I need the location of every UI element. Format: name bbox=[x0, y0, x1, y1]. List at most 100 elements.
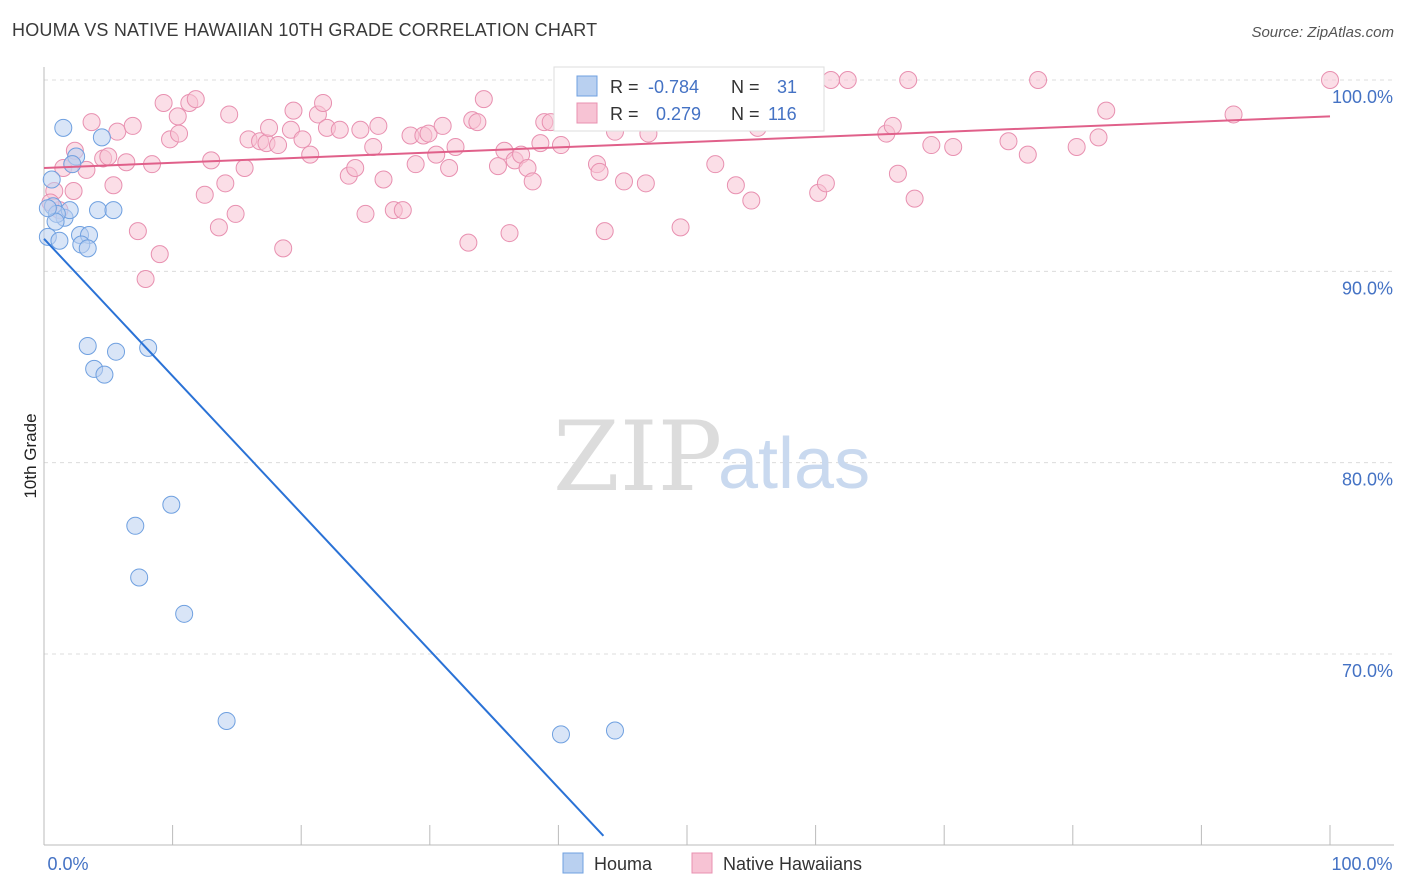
data-point bbox=[459, 233, 478, 252]
data-point bbox=[154, 93, 173, 112]
data-point bbox=[1067, 137, 1086, 156]
trend-line-houma bbox=[43, 238, 605, 837]
data-point bbox=[822, 71, 841, 89]
data-point bbox=[123, 116, 142, 135]
x-tick-label: 0.0% bbox=[47, 854, 88, 874]
data-point bbox=[38, 199, 57, 218]
data-point bbox=[150, 245, 169, 264]
data-point bbox=[168, 107, 187, 126]
data-point bbox=[433, 116, 452, 135]
data-point bbox=[351, 120, 370, 139]
data-point bbox=[226, 204, 245, 223]
stats-r-value-houma: -0.784 bbox=[648, 77, 699, 97]
chart-title: HOUMA VS NATIVE HAWAIIAN 10TH GRADE CORR… bbox=[12, 20, 598, 40]
data-point bbox=[104, 176, 123, 195]
data-point bbox=[63, 155, 82, 174]
data-point bbox=[899, 71, 918, 89]
data-point bbox=[944, 137, 963, 156]
data-point bbox=[922, 136, 941, 155]
x-tick-label: 100.0% bbox=[1331, 854, 1392, 874]
data-point bbox=[369, 116, 388, 135]
y-tick-label: 90.0% bbox=[1342, 278, 1393, 298]
legend-swatch-native-hawaiians bbox=[691, 852, 713, 874]
data-point bbox=[99, 147, 118, 166]
data-point bbox=[605, 721, 624, 740]
data-point bbox=[89, 201, 108, 220]
stats-swatch-houma bbox=[576, 75, 598, 97]
data-point bbox=[346, 159, 365, 178]
data-point bbox=[883, 116, 902, 135]
data-point bbox=[117, 153, 136, 172]
data-point bbox=[551, 136, 570, 155]
data-point bbox=[108, 122, 127, 141]
data-point bbox=[216, 174, 235, 193]
data-point bbox=[905, 189, 924, 208]
data-point bbox=[488, 157, 507, 176]
legend-label-houma: Houma bbox=[594, 854, 653, 874]
stats-r-value-native-hawaiians: 0.279 bbox=[656, 104, 701, 124]
data-point bbox=[54, 118, 73, 137]
data-point bbox=[281, 120, 300, 139]
data-point bbox=[175, 604, 194, 623]
watermark-atlas: atlas bbox=[718, 424, 870, 504]
y-axis-labels: 100.0% 90.0% 80.0% 70.0% bbox=[1332, 87, 1393, 681]
stats-n-value-houma: 31 bbox=[777, 77, 797, 97]
data-point bbox=[104, 201, 123, 220]
data-point bbox=[64, 181, 83, 200]
data-point bbox=[356, 204, 375, 223]
stats-n-label-houma: N = bbox=[731, 77, 760, 97]
data-point bbox=[82, 113, 101, 132]
trend-line-native-hawaiians bbox=[43, 115, 1331, 170]
data-point bbox=[46, 212, 65, 231]
stats-swatch-native-hawaiians bbox=[576, 102, 598, 124]
data-point bbox=[726, 176, 745, 195]
data-point bbox=[162, 495, 181, 514]
data-point bbox=[217, 711, 236, 730]
data-point bbox=[406, 155, 425, 174]
data-point bbox=[139, 338, 158, 357]
trend-lines bbox=[43, 115, 1331, 837]
data-point bbox=[1224, 105, 1243, 124]
data-point bbox=[636, 174, 655, 193]
data-point bbox=[419, 124, 438, 143]
x-axis-labels: 0.0% 100.0% bbox=[47, 854, 1392, 874]
stats-n-value-native-hawaiians: 116 bbox=[768, 104, 797, 124]
data-point bbox=[1089, 128, 1108, 147]
data-point bbox=[393, 201, 412, 220]
data-point bbox=[999, 132, 1018, 151]
y-tick-label: 70.0% bbox=[1342, 661, 1393, 681]
watermark: ZIP atlas bbox=[553, 401, 870, 513]
y-tick-label: 80.0% bbox=[1342, 470, 1393, 490]
data-point bbox=[742, 191, 761, 210]
stats-box-frame bbox=[553, 66, 825, 132]
source-credit: Source: ZipAtlas.com bbox=[1251, 24, 1394, 41]
data-point bbox=[269, 136, 288, 155]
data-point bbox=[590, 162, 609, 181]
data-point bbox=[209, 218, 228, 237]
data-point bbox=[301, 145, 320, 164]
data-point bbox=[1097, 101, 1116, 120]
data-point bbox=[274, 239, 293, 258]
data-point bbox=[523, 172, 542, 191]
data-point bbox=[427, 145, 446, 164]
data-point bbox=[284, 101, 303, 120]
data-point bbox=[220, 105, 239, 124]
data-point bbox=[260, 118, 279, 137]
data-point bbox=[170, 124, 189, 143]
data-point bbox=[595, 222, 614, 241]
stats-box: R = -0.784 N = 31 R = 0.279 N = 116 bbox=[553, 66, 825, 132]
data-point bbox=[364, 137, 383, 156]
data-point bbox=[888, 164, 907, 183]
data-point bbox=[838, 71, 857, 89]
data-point bbox=[1029, 71, 1048, 89]
data-point bbox=[130, 568, 149, 587]
x-axis-ticks bbox=[43, 825, 1331, 845]
data-point bbox=[551, 725, 570, 744]
data-point bbox=[42, 170, 61, 189]
legend-swatch-houma bbox=[562, 852, 584, 874]
data-point bbox=[446, 137, 465, 156]
data-point bbox=[614, 172, 633, 191]
data-point bbox=[314, 93, 333, 112]
data-point bbox=[186, 90, 205, 109]
